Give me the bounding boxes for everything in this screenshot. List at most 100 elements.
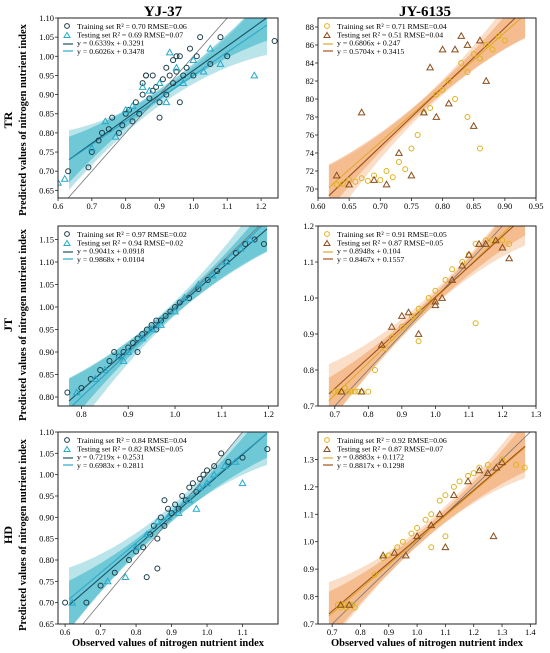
train-point: [415, 305, 422, 312]
y-tick-label: 0.90: [39, 512, 54, 522]
y-tick-label: 0.8: [303, 592, 314, 602]
test-point: [170, 307, 180, 315]
y-tick-label: 0.75: [39, 576, 54, 586]
train-point: [450, 483, 457, 490]
y-tick-label: 82: [306, 76, 315, 86]
train-point: [484, 461, 491, 468]
y-tick-label: 1.15: [39, 235, 54, 245]
x-tick-label: 1.1: [222, 201, 233, 211]
train-point: [125, 344, 132, 351]
train-point: [264, 446, 271, 453]
x-tick-label: 0.7: [95, 627, 106, 637]
test-point: [124, 347, 133, 355]
test-point: [155, 78, 164, 87]
legend-test-marker: [323, 31, 331, 38]
train-point: [495, 33, 502, 39]
x-tick-label: 1.1: [237, 627, 248, 637]
y-tick-label: 84: [306, 58, 315, 68]
panel-frame: [317, 17, 537, 199]
plot-area: [328, 432, 531, 624]
train-point: [388, 334, 395, 341]
test-point: [390, 548, 399, 556]
train-point: [186, 484, 193, 491]
legend-test-stats: Testing set R² = 0.94 RMSE=0.02: [77, 238, 183, 247]
train-point: [395, 159, 402, 165]
test-point: [87, 144, 96, 152]
x-tick-label: 0.90: [497, 201, 512, 211]
test-point: [426, 63, 435, 71]
legend-test-equation: y = 0.9868x + 0.0104: [77, 255, 144, 264]
train-point: [394, 544, 401, 551]
train-point: [217, 34, 224, 41]
x-tick-label: 0.8: [76, 409, 87, 419]
test-point: [165, 48, 174, 56]
train-point: [134, 349, 141, 355]
x-tick-label: 1.2: [263, 409, 274, 419]
test-point: [68, 598, 77, 606]
x-tick-label: 0.9: [123, 409, 134, 419]
test-point: [475, 466, 484, 474]
test-point: [100, 365, 109, 373]
x-tick-label: 0.7: [329, 409, 340, 419]
y-tick-label: 1.0: [303, 293, 314, 303]
train-point: [398, 323, 405, 330]
train-point: [458, 60, 465, 66]
train-point: [422, 516, 429, 523]
train-point: [106, 358, 113, 364]
train-point: [64, 389, 71, 396]
test-point: [419, 108, 428, 116]
train-point: [415, 338, 422, 345]
train-point: [165, 505, 171, 512]
train-point: [65, 168, 72, 175]
x-tick-label: 0.9: [166, 627, 177, 637]
y-tick-label: 74: [306, 148, 315, 158]
test-point: [192, 504, 201, 512]
x-tick-label: 1.4: [525, 627, 536, 637]
train-point: [119, 122, 126, 129]
train-point: [428, 511, 435, 518]
test-point: [463, 40, 472, 48]
train-point: [78, 385, 85, 391]
y-axis-label-tr: Predicted values of nitrogen nutrient in…: [18, 23, 29, 216]
train-point: [464, 69, 471, 75]
legend-train-stats: Training set R² = 0.91 RMSE=0.05: [337, 230, 447, 239]
train-point: [242, 241, 249, 247]
x-tick-label: 0.7: [87, 201, 98, 211]
x-tick-label: 0.6: [60, 627, 71, 637]
legend-train-marker: [324, 23, 330, 29]
train-point: [348, 388, 355, 395]
plot-area: [64, 226, 268, 406]
train-point: [189, 480, 196, 487]
panels-group: 0.6 0.7 0.8 0.9 1.0 1.1 1.20.650.700.750.800.8…: [39, 13, 543, 637]
panel-frame: [57, 17, 279, 199]
test-point: [498, 243, 507, 251]
legend-train-equation: y = 0.8948x + 0.104: [337, 247, 400, 256]
legend-train-stats: Training set R² = 0.84 RMSE=0.04: [77, 436, 187, 445]
test-point: [444, 99, 453, 107]
test-point: [128, 101, 137, 109]
train-point: [383, 168, 390, 174]
train-point: [179, 493, 186, 499]
x-tick-label: 0.60: [311, 201, 326, 211]
test-point: [435, 510, 444, 518]
x-tick-label: 0.8: [355, 627, 366, 637]
train-point: [200, 471, 207, 478]
x-tick-label: 0.65: [342, 201, 357, 211]
y-tick-label: 78: [306, 112, 315, 122]
test-point: [345, 600, 354, 608]
test-point: [407, 171, 416, 179]
train-point: [339, 180, 346, 187]
row-label-tr: TR: [1, 111, 15, 128]
train-point: [129, 340, 136, 346]
test-point: [72, 388, 81, 396]
test-point: [111, 132, 120, 140]
y-tick-label: 1.00: [39, 51, 54, 61]
legend: Training set R² = 0.71 RMSE=0.04Testing …: [323, 22, 447, 56]
train-point: [402, 166, 409, 173]
train-point: [105, 126, 112, 133]
train-point: [452, 96, 459, 102]
test-point: [103, 577, 112, 585]
train-point: [225, 458, 232, 465]
panel-yj_hd: 0.6 0.7 0.8 0.9 1.0 1.1 0.65 0.70 0.75 0.80 0.85 0.…: [39, 427, 279, 637]
train-point: [129, 118, 136, 125]
